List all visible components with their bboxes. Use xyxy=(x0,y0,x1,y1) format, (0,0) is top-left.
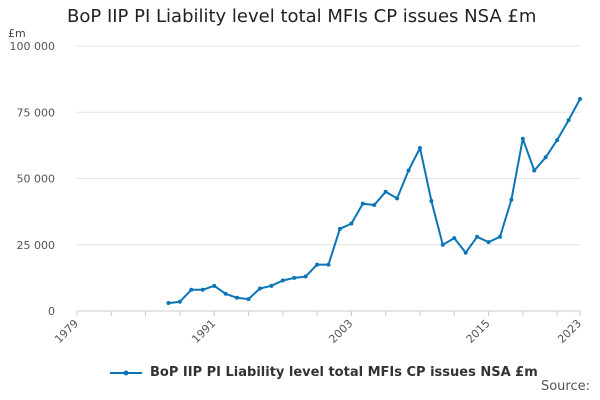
data-point xyxy=(326,262,331,267)
x-tick-label: 1979 xyxy=(52,317,81,346)
data-point xyxy=(578,97,582,101)
data-point xyxy=(246,297,251,302)
y-axis-unit-label: £m xyxy=(8,27,26,40)
legend-swatch xyxy=(110,370,142,375)
source-label: Source: xyxy=(540,379,590,394)
data-point xyxy=(555,138,560,143)
data-point xyxy=(429,199,434,204)
data-point xyxy=(543,155,548,160)
data-point xyxy=(360,201,365,206)
data-point xyxy=(566,118,571,123)
data-point xyxy=(257,286,262,291)
x-tick-label: 2015 xyxy=(464,317,493,346)
data-point xyxy=(292,275,297,280)
data-point xyxy=(349,221,354,226)
data-point xyxy=(395,196,400,201)
data-point xyxy=(497,234,502,239)
data-point xyxy=(532,168,537,173)
legend-label: BoP IIP PI Liability level total MFIs CP… xyxy=(150,365,538,380)
grid-lines xyxy=(77,45,580,312)
y-tick-label: 100 000 xyxy=(10,40,56,53)
data-point xyxy=(452,236,457,241)
data-point xyxy=(372,203,377,207)
y-tick-label: 75 000 xyxy=(17,106,56,119)
data-point xyxy=(166,301,171,306)
x-axis-ticks: 1979 1991 2003 2015 2023 xyxy=(52,311,584,346)
y-tick-label: 50 000 xyxy=(17,173,56,186)
series-group xyxy=(166,97,582,306)
data-point xyxy=(486,240,491,245)
data-point xyxy=(440,242,445,247)
data-point xyxy=(303,274,308,279)
data-point xyxy=(406,168,411,173)
y-tick-label: 25 000 xyxy=(17,239,56,252)
data-point xyxy=(520,136,525,141)
data-point xyxy=(235,295,240,300)
data-point xyxy=(337,226,342,231)
data-point xyxy=(200,287,205,292)
x-tick-label: 1991 xyxy=(189,317,218,346)
y-axis-ticks: 0 25 000 50 000 75 000 100 000 xyxy=(10,40,56,318)
legend: BoP IIP PI Liability level total MFIs CP… xyxy=(108,365,538,380)
data-point xyxy=(417,146,422,151)
data-point xyxy=(177,299,182,304)
chart-title: BoP IIP PI Liability level total MFIs CP… xyxy=(67,6,537,27)
data-point xyxy=(189,287,194,292)
data-point xyxy=(383,189,388,194)
data-point xyxy=(509,197,514,202)
series-line xyxy=(168,98,581,305)
y-tick-label: 0 xyxy=(48,305,55,318)
x-tick-label: 2003 xyxy=(326,317,355,346)
data-point xyxy=(475,234,480,239)
data-point xyxy=(223,291,228,296)
data-point xyxy=(315,262,320,267)
x-tick-label: 2023 xyxy=(555,317,584,346)
data-point xyxy=(280,278,285,283)
data-point xyxy=(463,250,468,255)
data-point xyxy=(269,283,274,288)
data-point xyxy=(212,283,217,288)
